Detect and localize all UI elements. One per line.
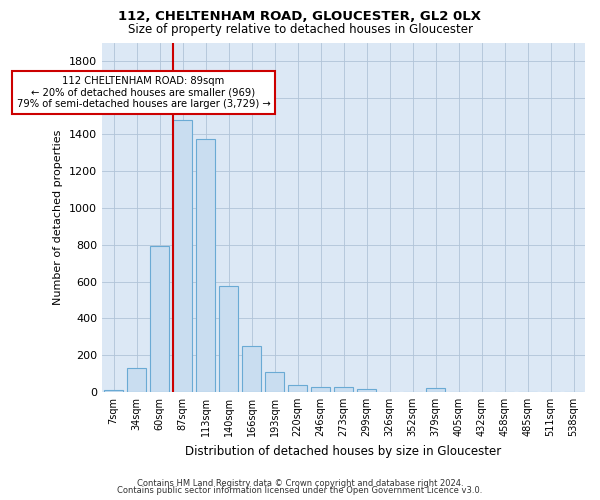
Text: Contains public sector information licensed under the Open Government Licence v3: Contains public sector information licen… bbox=[118, 486, 482, 495]
Text: 112, CHELTENHAM ROAD, GLOUCESTER, GL2 0LX: 112, CHELTENHAM ROAD, GLOUCESTER, GL2 0L… bbox=[119, 10, 482, 23]
Text: Size of property relative to detached houses in Gloucester: Size of property relative to detached ho… bbox=[128, 22, 473, 36]
Y-axis label: Number of detached properties: Number of detached properties bbox=[53, 130, 64, 305]
Bar bbox=[127, 368, 146, 392]
Bar bbox=[265, 372, 284, 392]
Bar bbox=[242, 346, 261, 392]
X-axis label: Distribution of detached houses by size in Gloucester: Distribution of detached houses by size … bbox=[185, 444, 502, 458]
Bar bbox=[334, 387, 353, 392]
Bar bbox=[173, 120, 192, 392]
Text: 112 CHELTENHAM ROAD: 89sqm
← 20% of detached houses are smaller (969)
79% of sem: 112 CHELTENHAM ROAD: 89sqm ← 20% of deta… bbox=[17, 76, 270, 109]
Bar bbox=[311, 387, 330, 392]
Bar bbox=[357, 388, 376, 392]
Bar bbox=[219, 286, 238, 392]
Text: Contains HM Land Registry data © Crown copyright and database right 2024.: Contains HM Land Registry data © Crown c… bbox=[137, 478, 463, 488]
Bar bbox=[196, 139, 215, 392]
Bar bbox=[288, 386, 307, 392]
Bar bbox=[150, 246, 169, 392]
Bar bbox=[104, 390, 123, 392]
Bar bbox=[426, 388, 445, 392]
